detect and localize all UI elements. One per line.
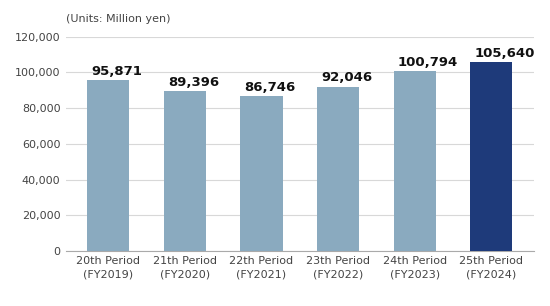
Bar (394, 71, 436, 251)
Bar (240, 96, 283, 251)
Text: 105,640: 105,640 (474, 47, 535, 60)
Bar (317, 87, 359, 251)
Bar (87, 80, 129, 251)
Text: 100,794: 100,794 (398, 56, 458, 69)
Bar (164, 91, 206, 251)
Text: 92,046: 92,046 (321, 72, 372, 84)
Text: 95,871: 95,871 (91, 65, 142, 78)
Bar (470, 62, 512, 251)
Text: (Units: Million yen): (Units: Million yen) (66, 14, 170, 24)
Text: 86,746: 86,746 (245, 81, 296, 94)
Text: 89,396: 89,396 (168, 76, 219, 89)
